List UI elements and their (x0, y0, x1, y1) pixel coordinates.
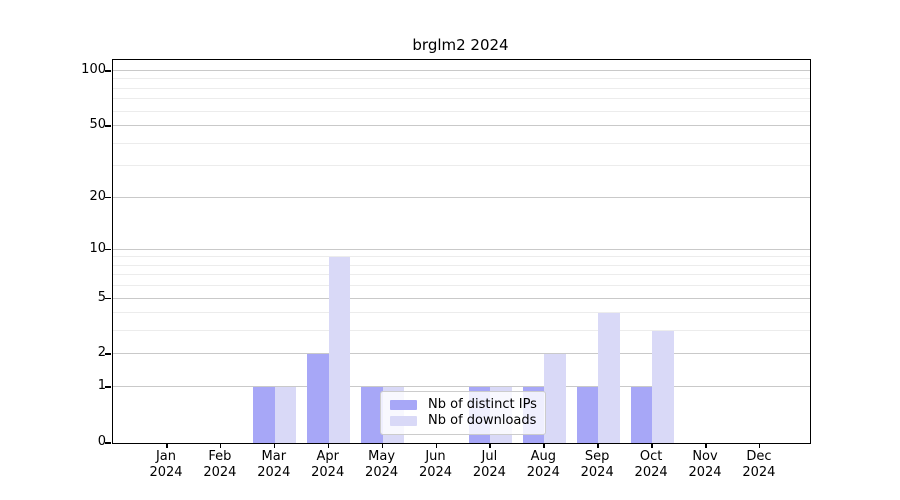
x-tick-label-mar: Mar 2024 (257, 449, 291, 480)
bar-ips-apr (307, 354, 329, 443)
x-tick-label-jul: Jul 2024 (472, 449, 506, 480)
y-tick-label-100: 100 (81, 62, 106, 77)
y-tick-mark-10 (105, 248, 111, 251)
x-tick-label-aug: Aug 2024 (526, 449, 560, 480)
y-tick-label-20: 20 (89, 188, 106, 204)
x-tick-label-nov: Nov 2024 (688, 449, 722, 480)
x-tick-label-feb: Feb 2024 (203, 449, 237, 480)
bar-ips-may (361, 387, 383, 443)
y-tick-mark-0 (105, 442, 111, 444)
x-tick-label-may: May 2024 (365, 449, 399, 480)
y-tick-mark-5 (105, 297, 111, 300)
y-tick-mark-2 (105, 353, 111, 355)
gridline-3 (113, 330, 810, 332)
chart-title: brglm2 2024 (412, 36, 509, 54)
gridline-4 (113, 312, 810, 314)
gridline-20 (113, 196, 810, 198)
x-tick-mark-may (381, 443, 384, 448)
x-tick-label-jun: Jun 2024 (418, 449, 453, 480)
gridline-100 (113, 70, 810, 71)
gridline-90 (113, 78, 810, 80)
y-tick-label-1: 1 (97, 378, 106, 394)
y-tick-mark-100 (105, 70, 111, 72)
x-tick-mark-sep (597, 443, 599, 448)
bar-ips-sep (576, 387, 599, 443)
gridline-50 (113, 125, 810, 127)
legend-label: Nb of downloads (428, 413, 537, 428)
x-tick-label-apr: Apr 2024 (311, 449, 345, 480)
legend: Nb of distinct IPs Nb of downloads (380, 391, 546, 435)
gridline-5 (113, 297, 810, 299)
y-tick-mark-50 (105, 125, 111, 127)
x-tick-mark-dec (758, 443, 761, 448)
x-tick-mark-aug (543, 443, 545, 448)
gridline-8 (113, 264, 810, 266)
x-tick-label-sep: Sep 2024 (580, 449, 614, 480)
x-tick-mark-feb (219, 443, 222, 448)
bar-downloads-apr (328, 257, 351, 443)
legend-item-downloads: Nb of downloads (390, 413, 536, 429)
y-tick-label-0: 0 (97, 434, 106, 449)
gridline-80 (113, 87, 810, 89)
x-tick-label-dec: Dec 2024 (742, 449, 776, 480)
x-tick-mark-apr (327, 443, 330, 448)
legend-label: Nb of distinct IPs (428, 397, 537, 412)
y-tick-mark-1 (105, 386, 111, 388)
legend-item-ips: Nb of distinct IPs (390, 397, 537, 413)
gridline-9 (113, 256, 810, 258)
gridline-7 (113, 274, 810, 276)
x-tick-mark-jul (489, 443, 491, 448)
gridline-40 (113, 142, 810, 144)
bar-downloads-aug (544, 354, 566, 443)
bar-downloads-sep (598, 313, 620, 443)
x-tick-mark-jun (435, 443, 437, 448)
y-tick-label-2: 2 (97, 345, 106, 361)
bar-downloads-oct (652, 331, 674, 443)
x-tick-mark-nov (705, 443, 707, 448)
bar-ips-mar (253, 387, 275, 443)
legend-swatch-icon (390, 400, 417, 410)
gridline-30 (113, 165, 810, 167)
x-tick-label-jan: Jan 2024 (149, 449, 183, 480)
y-tick-mark-20 (105, 196, 111, 199)
bar-downloads-mar (274, 387, 297, 443)
gridline-70 (113, 98, 810, 100)
x-tick-label-oct: Oct 2024 (634, 449, 668, 480)
plot-area: Nb of distinct IPs Nb of downloads (112, 59, 811, 444)
y-tick-label-5: 5 (97, 289, 106, 305)
gridline-10 (113, 248, 810, 250)
gridline-6 (113, 285, 810, 287)
gridline-2 (113, 353, 810, 355)
y-tick-label-10: 10 (89, 240, 106, 256)
x-tick-mark-oct (651, 443, 653, 448)
bar-ips-oct (630, 387, 653, 443)
legend-swatch-icon (390, 416, 417, 426)
x-tick-mark-mar (273, 443, 276, 448)
gridline-60 (113, 110, 810, 112)
gridline-1 (113, 386, 810, 388)
x-tick-mark-jan (166, 443, 168, 448)
y-tick-label-50: 50 (89, 117, 106, 133)
